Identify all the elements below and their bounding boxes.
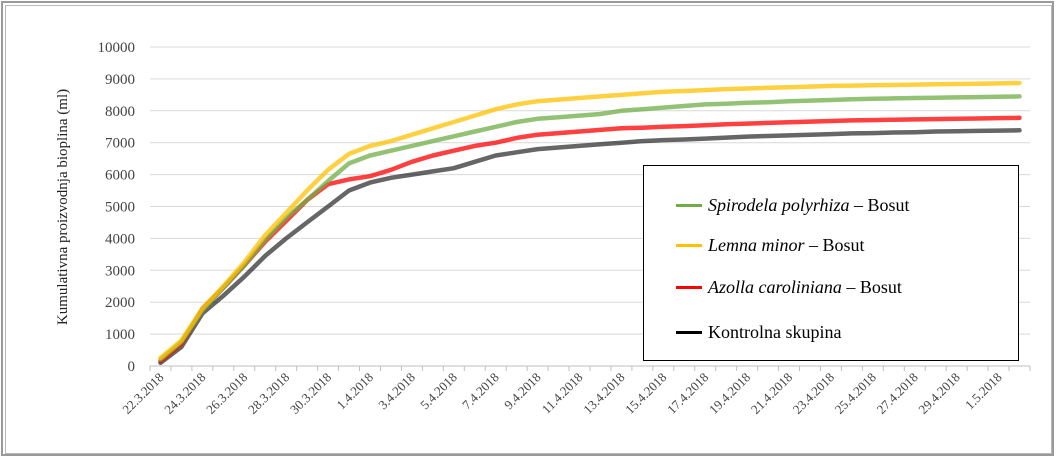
legend-label-italic: Spirodela polyrhiza: [708, 194, 850, 215]
legend-item-lemna: Lemna minor – Bosut: [676, 234, 865, 256]
series-line-kontrolna-skupina: [158, 128, 1022, 366]
legend-label-suffix: Kontrolna skupina: [708, 321, 842, 342]
legend-swatch-azolla: [676, 285, 702, 289]
x-tick-label: 24.3.2018: [161, 370, 208, 417]
legend-item-azolla: Azolla caroliniana – Bosut: [676, 276, 902, 298]
x-tick-label: 11.4.2018: [539, 370, 586, 417]
legend-label-suffix: – Bosut: [804, 234, 865, 255]
x-tick-label: 15.4.2018: [622, 370, 669, 417]
y-tick-label: 1000: [105, 327, 135, 343]
x-tick-label: 29.4.2018: [915, 370, 962, 417]
x-tick-label: 21.4.2018: [748, 370, 795, 417]
y-axis-label: Kumulativna proizvodnja bioplina (ml): [55, 89, 71, 325]
chart-frame-inner: [5, 5, 1052, 454]
x-tick-label: 19.4.2018: [706, 370, 753, 417]
x-tick-label: 25.4.2018: [832, 370, 879, 417]
x-tick-label: 7.4.2018: [459, 370, 502, 413]
y-tick-label: 3000: [105, 263, 135, 279]
legend-label-italic: Lemna minor: [708, 234, 805, 255]
legend-swatch-spirodela: [676, 203, 702, 207]
x-tick-label: 27.4.2018: [874, 370, 921, 417]
y-tick-label: 2000: [105, 295, 135, 311]
legend-swatch-lemna: [676, 243, 702, 247]
legend-item-spirodela: Spirodela polyrhiza – Bosut: [676, 194, 910, 216]
legend-swatch-control: [676, 330, 702, 334]
x-tick-label: 26.3.2018: [203, 370, 250, 417]
x-tick-label: 1.5.2018: [962, 370, 1005, 413]
x-tick-label: 17.4.2018: [664, 370, 711, 417]
x-tick-label: 5.4.2018: [417, 370, 460, 413]
y-tick-label: 4000: [105, 231, 135, 247]
legend-item-control: Kontrolna skupina: [676, 321, 841, 343]
y-tick-label: 10000: [98, 40, 136, 56]
series-line-lemna-minor: [158, 80, 1022, 361]
legend-label-italic: Azolla caroliniana: [708, 276, 842, 297]
legend: Spirodela polyrhiza – Bosut Lemna minor …: [643, 165, 1019, 361]
y-tick-label: 8000: [105, 104, 135, 120]
x-tick-label: 28.3.2018: [245, 370, 292, 417]
series-line-spirodela-polyrhiza: [158, 94, 1022, 362]
legend-label-suffix: – Bosut: [841, 276, 902, 297]
legend-label-suffix: – Bosut: [849, 194, 910, 215]
y-tick-label: 0: [128, 359, 136, 375]
y-tick-label: 7000: [105, 136, 135, 152]
x-tick-label: 3.4.2018: [375, 370, 418, 413]
x-tick-label: 1.4.2018: [333, 370, 376, 413]
x-tick-label: 13.4.2018: [580, 370, 627, 417]
y-tick-label: 9000: [105, 72, 135, 88]
x-tick-label: 30.3.2018: [287, 370, 334, 417]
x-tick-label: 23.4.2018: [790, 370, 837, 417]
y-tick-label: 5000: [105, 200, 135, 216]
x-tick-label: 22.3.2018: [119, 370, 166, 417]
y-tick-label: 6000: [105, 168, 135, 184]
